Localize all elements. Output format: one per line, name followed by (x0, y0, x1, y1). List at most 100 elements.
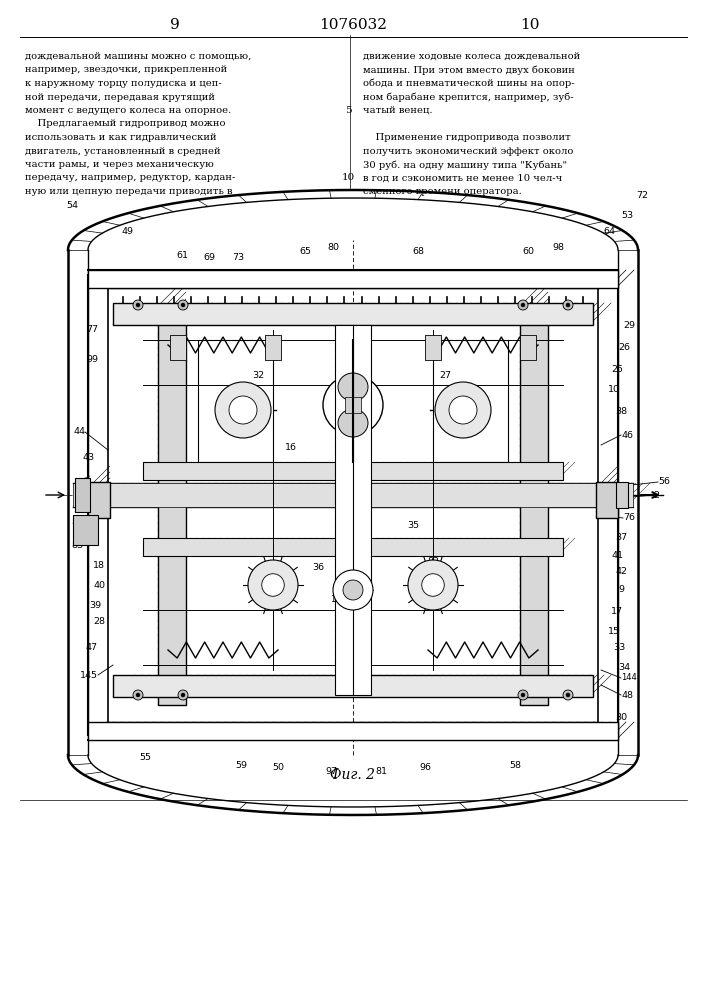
Text: 10: 10 (520, 18, 539, 32)
Text: 76: 76 (623, 514, 635, 522)
Bar (345, 397, 361, 413)
Circle shape (215, 382, 271, 438)
Bar (143, 538, 563, 556)
Bar (73, 483, 633, 507)
Text: 33: 33 (613, 644, 625, 652)
Circle shape (323, 375, 383, 435)
Text: 48: 48 (621, 690, 633, 700)
Circle shape (136, 303, 140, 307)
Text: 1076032: 1076032 (319, 18, 387, 32)
Text: 83: 83 (71, 540, 83, 550)
Text: 36: 36 (312, 564, 324, 572)
Text: 54: 54 (66, 200, 78, 210)
Text: Применение гидропривода позволит: Применение гидропривода позволит (363, 133, 571, 142)
Circle shape (248, 560, 298, 610)
Text: 64: 64 (603, 228, 615, 236)
Text: 10: 10 (341, 174, 355, 182)
Text: 5: 5 (345, 106, 351, 115)
Text: двигатель, установленный в средней: двигатель, установленный в средней (25, 146, 221, 155)
Text: 77: 77 (86, 326, 98, 334)
Circle shape (563, 300, 573, 310)
Text: чатый венец.: чатый венец. (363, 106, 433, 115)
Circle shape (178, 690, 188, 700)
Text: 69: 69 (203, 253, 215, 262)
Circle shape (422, 574, 444, 596)
Text: 145: 145 (80, 670, 98, 680)
Text: 50: 50 (272, 764, 284, 772)
Text: 30: 30 (615, 714, 627, 722)
Text: обода и пневматической шины на опор-: обода и пневматической шины на опор- (363, 79, 575, 89)
Text: 144: 144 (621, 674, 637, 682)
Text: 2: 2 (653, 490, 659, 499)
Bar (596, 482, 618, 518)
Bar (113, 675, 593, 697)
Circle shape (178, 300, 188, 310)
Text: 9: 9 (170, 18, 180, 32)
Circle shape (563, 690, 573, 700)
Text: 38: 38 (615, 408, 627, 416)
Text: 55: 55 (139, 754, 151, 762)
Text: 68: 68 (412, 247, 424, 256)
Text: получить экономический эффект около: получить экономический эффект около (363, 146, 573, 155)
Bar (425, 335, 441, 360)
Circle shape (136, 693, 140, 697)
Bar (520, 335, 536, 360)
Text: передачу, например, редуктор, кардан-: передачу, например, редуктор, кардан- (25, 174, 235, 182)
Circle shape (229, 396, 257, 424)
Bar (143, 462, 563, 480)
Text: 61: 61 (176, 250, 188, 259)
Bar (433, 340, 508, 462)
Circle shape (521, 693, 525, 697)
Text: 81: 81 (375, 768, 387, 776)
Text: 44: 44 (73, 428, 85, 436)
Text: 59: 59 (235, 760, 247, 770)
Text: 65: 65 (299, 247, 311, 256)
Text: 45: 45 (355, 476, 367, 485)
Text: 16: 16 (285, 444, 297, 452)
Text: 43: 43 (83, 454, 95, 462)
Bar (73, 515, 98, 545)
Text: 26: 26 (618, 344, 630, 353)
Text: ную или цепную передачи приводить в: ную или цепную передачи приводить в (25, 187, 233, 196)
Circle shape (408, 560, 458, 610)
Circle shape (518, 690, 528, 700)
Text: сменного времени оператора.: сменного времени оператора. (363, 187, 522, 196)
Ellipse shape (338, 373, 368, 401)
Bar (616, 482, 628, 508)
Bar (113, 303, 593, 325)
Text: 46: 46 (621, 430, 633, 440)
Text: 73: 73 (232, 253, 244, 262)
Bar (158, 305, 186, 705)
Text: 98: 98 (552, 243, 564, 252)
Text: 18: 18 (93, 560, 105, 570)
Text: 25: 25 (611, 365, 623, 374)
Circle shape (262, 574, 284, 596)
Text: 47: 47 (86, 644, 98, 652)
Circle shape (521, 303, 525, 307)
Text: 82: 82 (427, 558, 439, 566)
Text: 39: 39 (89, 600, 101, 609)
Text: 58: 58 (509, 760, 521, 770)
Bar (75, 478, 90, 512)
Text: 30 руб. на одну машину типа "Кубань": 30 руб. на одну машину типа "Кубань" (363, 160, 567, 169)
Circle shape (133, 690, 143, 700)
Bar (265, 335, 281, 360)
Text: дождевальной машины можно с помощью,: дождевальной машины можно с помощью, (25, 52, 252, 61)
Text: 32: 32 (252, 370, 264, 379)
Text: 99: 99 (86, 356, 98, 364)
Ellipse shape (338, 409, 368, 437)
Circle shape (566, 693, 570, 697)
Text: ном барабане крепится, например, зуб-: ном барабане крепится, например, зуб- (363, 93, 573, 102)
Text: 28: 28 (93, 617, 105, 626)
Text: в год и сэкономить не менее 10 чел-ч: в год и сэкономить не менее 10 чел-ч (363, 174, 562, 182)
Text: 49: 49 (121, 228, 133, 236)
Circle shape (343, 580, 363, 600)
Text: 37: 37 (615, 534, 627, 542)
Text: Фиг. 2: Фиг. 2 (330, 768, 375, 782)
Text: 11: 11 (259, 416, 271, 424)
Circle shape (181, 303, 185, 307)
Circle shape (435, 382, 491, 438)
Text: момент с ведущего колеса на опорное.: момент с ведущего колеса на опорное. (25, 106, 231, 115)
Text: 97: 97 (325, 768, 337, 776)
Text: 60: 60 (522, 247, 534, 256)
